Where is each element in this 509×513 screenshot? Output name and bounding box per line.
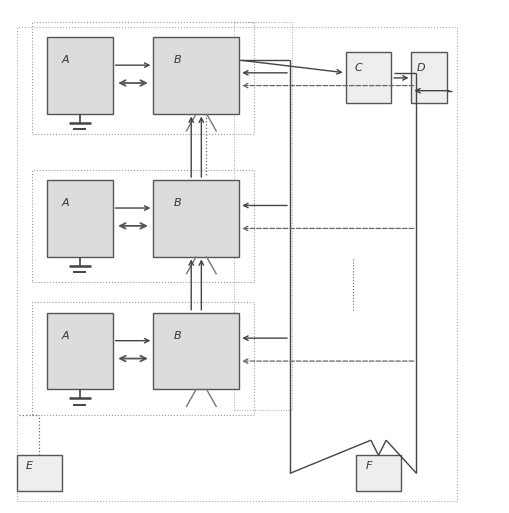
Bar	[153, 312, 239, 389]
Bar	[47, 37, 113, 114]
Text: C: C	[354, 63, 362, 73]
Bar	[32, 22, 254, 134]
Text: A: A	[62, 330, 69, 341]
Text: A: A	[62, 55, 69, 65]
Bar	[17, 456, 62, 491]
Bar	[234, 22, 293, 409]
Text: B: B	[174, 330, 181, 341]
Text: D: D	[417, 63, 426, 73]
Bar	[32, 170, 254, 282]
Bar	[153, 180, 239, 256]
Text: B: B	[174, 55, 181, 65]
Bar	[32, 303, 254, 415]
Bar	[346, 52, 391, 104]
Bar	[47, 180, 113, 256]
Bar	[47, 312, 113, 389]
Bar	[17, 27, 457, 501]
Text: F: F	[365, 461, 372, 471]
Text: A: A	[62, 198, 69, 208]
Bar	[411, 52, 447, 104]
Text: B: B	[174, 198, 181, 208]
Text: E: E	[26, 461, 33, 471]
Bar	[356, 456, 401, 491]
Bar	[153, 37, 239, 114]
